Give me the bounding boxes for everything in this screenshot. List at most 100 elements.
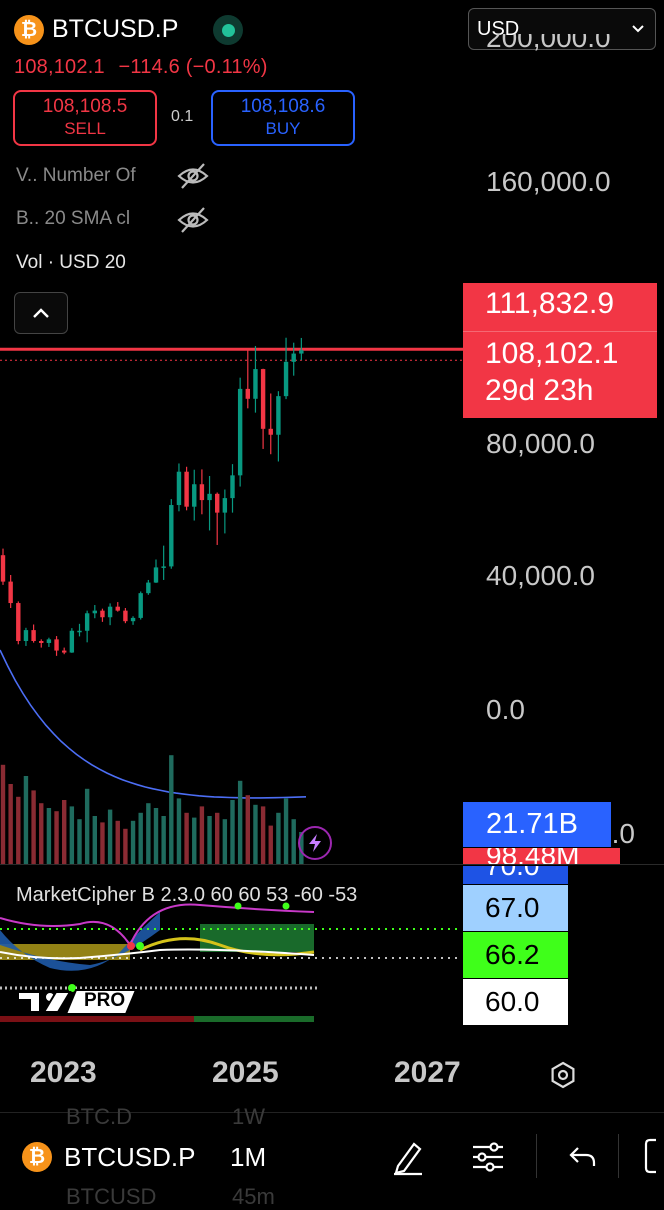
lightning-icon[interactable] bbox=[298, 826, 332, 860]
toolbar-separator bbox=[536, 1134, 537, 1178]
mc-green-dot bbox=[282, 902, 290, 910]
tradingview-logo-icon bbox=[17, 989, 138, 1015]
ghost-interval: 45m bbox=[232, 1184, 275, 1209]
candle-body bbox=[276, 396, 281, 435]
toolbar-symbol-button[interactable]: BTCUSD.P bbox=[64, 1142, 196, 1172]
candle-body bbox=[46, 639, 52, 643]
volume-bar bbox=[62, 800, 67, 864]
volume-bar bbox=[276, 812, 281, 864]
candle-body bbox=[222, 498, 228, 513]
price-axis-tick: 200,000.0 bbox=[486, 34, 611, 62]
volume-bar bbox=[107, 809, 113, 864]
toolbar-divider bbox=[0, 1112, 664, 1113]
tradingview-pro-logo[interactable]: PRO bbox=[17, 986, 138, 1016]
volume-bar bbox=[260, 806, 266, 864]
badge-divider bbox=[463, 331, 657, 332]
price-axis-tick: 0.0 bbox=[486, 694, 525, 725]
market-cipher-badge: 66.2 bbox=[463, 932, 568, 978]
mc-pink-line bbox=[0, 903, 315, 948]
pane-divider[interactable] bbox=[0, 864, 664, 865]
volume-bar bbox=[169, 755, 174, 864]
time-axis-label: 2025 bbox=[212, 1056, 279, 1089]
indicator-label-sma[interactable]: B.. 20 SMA cl bbox=[16, 208, 131, 229]
toolbar-interval-button[interactable]: 1M bbox=[230, 1142, 267, 1172]
market-cipher-badge-partial-text: 70.0 bbox=[485, 866, 540, 882]
buy-button[interactable]: 108,108.6 BUY bbox=[211, 90, 355, 146]
volume-bar bbox=[39, 803, 44, 864]
indicator-label-volume-profile[interactable]: V.. Number Of bbox=[16, 165, 136, 186]
currency-select[interactable]: USD bbox=[468, 8, 656, 50]
volume-bar bbox=[69, 806, 75, 864]
fullscreen-icon[interactable] bbox=[644, 1138, 664, 1174]
volume-bar bbox=[222, 819, 228, 864]
drawing-tools-icon[interactable] bbox=[390, 1138, 426, 1176]
volume-bar bbox=[23, 776, 29, 864]
market-cipher-badge: 67.0 bbox=[463, 885, 568, 931]
volume-legend[interactable]: Vol · USD 20 bbox=[16, 252, 126, 273]
mc-red-dot bbox=[127, 942, 135, 950]
symbol-title[interactable]: BTCUSD.P bbox=[52, 15, 179, 43]
candle-body bbox=[283, 361, 289, 397]
candle-body bbox=[253, 369, 258, 399]
candle-body bbox=[291, 353, 296, 362]
market-cipher-badge-partial: 70.0 bbox=[463, 866, 568, 884]
price-badge: 111,832.9 108,102.1 29d 23h bbox=[463, 283, 657, 418]
volume-bar bbox=[0, 764, 6, 864]
sell-price: 108,108.5 bbox=[42, 96, 128, 117]
volume-bar bbox=[54, 811, 59, 864]
time-axis-label-clip: 2027 bbox=[394, 1056, 462, 1092]
candle-body bbox=[69, 630, 75, 653]
market-cipher-legend[interactable]: MarketCipher B 2.3.0 60 60 53 -60 -53 bbox=[16, 884, 358, 906]
volume-bar bbox=[176, 798, 182, 864]
price-change: −114.6 bbox=[118, 56, 180, 78]
volume-bar bbox=[253, 804, 258, 864]
candle-body bbox=[31, 630, 36, 641]
indicators-settings-icon[interactable] bbox=[470, 1140, 506, 1174]
price-axis-tick: 160,000.0 bbox=[486, 166, 611, 197]
market-status-icon[interactable] bbox=[213, 15, 243, 45]
mc-green-dot bbox=[234, 902, 242, 910]
collapse-legend-button[interactable] bbox=[14, 292, 68, 334]
candle-body bbox=[92, 610, 97, 614]
candle-body bbox=[146, 582, 151, 594]
last-price: 108,102.1 bbox=[14, 56, 105, 78]
spread-value: 0.1 bbox=[171, 108, 194, 125]
candle-body bbox=[107, 606, 113, 618]
candle-body bbox=[39, 641, 44, 643]
candle-body bbox=[169, 505, 174, 567]
volume-bar bbox=[207, 816, 212, 864]
volume-bar bbox=[8, 784, 13, 864]
buy-price: 108,108.6 bbox=[240, 96, 326, 117]
bitcoin-logo-icon: ₿ bbox=[14, 15, 44, 45]
candle-body bbox=[199, 484, 205, 501]
volume-bar bbox=[100, 822, 105, 864]
ghost-interval: 1W bbox=[232, 1104, 265, 1129]
candle-body bbox=[115, 606, 120, 611]
volume-bar bbox=[115, 820, 120, 864]
price-change-row: 108,102.1 −114.6 (−0.11%) bbox=[14, 56, 268, 79]
candle-body bbox=[245, 388, 250, 399]
volume-bar bbox=[130, 820, 136, 864]
candle-body bbox=[176, 471, 182, 506]
chart-settings-icon[interactable] bbox=[548, 1060, 578, 1090]
candle-body bbox=[207, 493, 212, 501]
time-axis-label: 2027 bbox=[394, 1056, 461, 1089]
candle-body bbox=[84, 613, 90, 631]
volume-value-badge: 21.71B bbox=[463, 802, 611, 847]
buy-label: BUY bbox=[265, 119, 301, 138]
undo-icon[interactable] bbox=[568, 1144, 598, 1170]
candle-body bbox=[16, 603, 21, 641]
price-chart[interactable] bbox=[0, 0, 664, 1112]
candle-body bbox=[77, 630, 82, 633]
toolbar-separator bbox=[618, 1134, 619, 1178]
candle-body bbox=[23, 630, 29, 641]
volume-bar bbox=[46, 808, 52, 864]
chevron-up-icon bbox=[33, 308, 49, 318]
eye-off-icon[interactable] bbox=[176, 205, 210, 235]
volume-bar bbox=[268, 825, 273, 864]
sell-button[interactable]: 108,108.5 SELL bbox=[13, 90, 157, 146]
mc-green-bar bbox=[194, 1016, 314, 1022]
eye-off-icon[interactable] bbox=[176, 161, 210, 191]
candle-body bbox=[138, 593, 143, 618]
candle-body bbox=[215, 493, 220, 513]
